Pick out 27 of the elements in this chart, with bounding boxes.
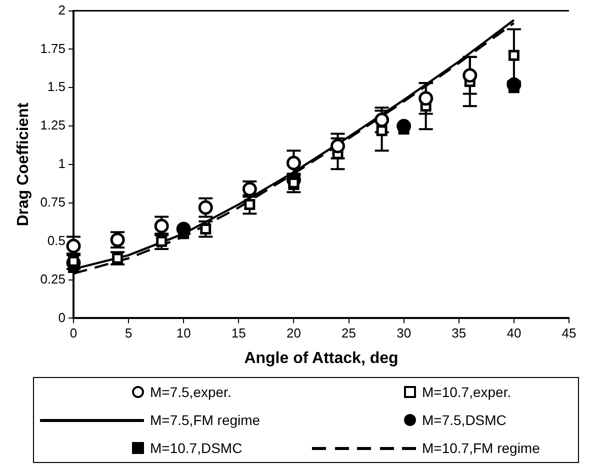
y-tick-label: 1.75 [40,40,66,56]
legend-label: M=10.7,DSMC [150,440,242,456]
x-tick-label: 35 [452,326,466,341]
x-tick-label: 0 [70,326,78,341]
x-tick-label: 5 [124,326,132,341]
y-tick-label: 1.25 [40,118,66,133]
legend-label: M=10.7,FM regime [422,440,540,456]
x-tick-label: 30 [396,326,412,341]
x-tick-label: 25 [342,326,356,341]
x-tick-label: 10 [176,326,191,341]
y-tick-label: 0 [58,310,66,325]
legend-label: M=7.5,exper. [150,384,232,400]
x-tick-label: 40 [506,326,522,341]
y-tick-label: 2 [58,2,66,18]
legend-label: M=7.5,DSMC [422,412,506,428]
x-tick-label: 15 [231,326,246,341]
x-tick-label: 45 [562,326,576,341]
legend-label: M=10.7,exper. [422,384,512,400]
y-tick-label: 1.5 [47,79,66,94]
y-tick-label: 0.75 [40,194,66,210]
y-tick-label: 0.5 [47,232,66,248]
y-tick-label: 0.25 [40,271,66,286]
x-axis-title: Angle of Attack, deg [244,350,398,367]
y-tick-label: 1 [58,156,66,172]
legend-label: M=7.5,FM regime [150,412,260,428]
y-axis-title: Drag Coefficient [15,102,32,226]
x-tick-label: 20 [286,326,301,341]
